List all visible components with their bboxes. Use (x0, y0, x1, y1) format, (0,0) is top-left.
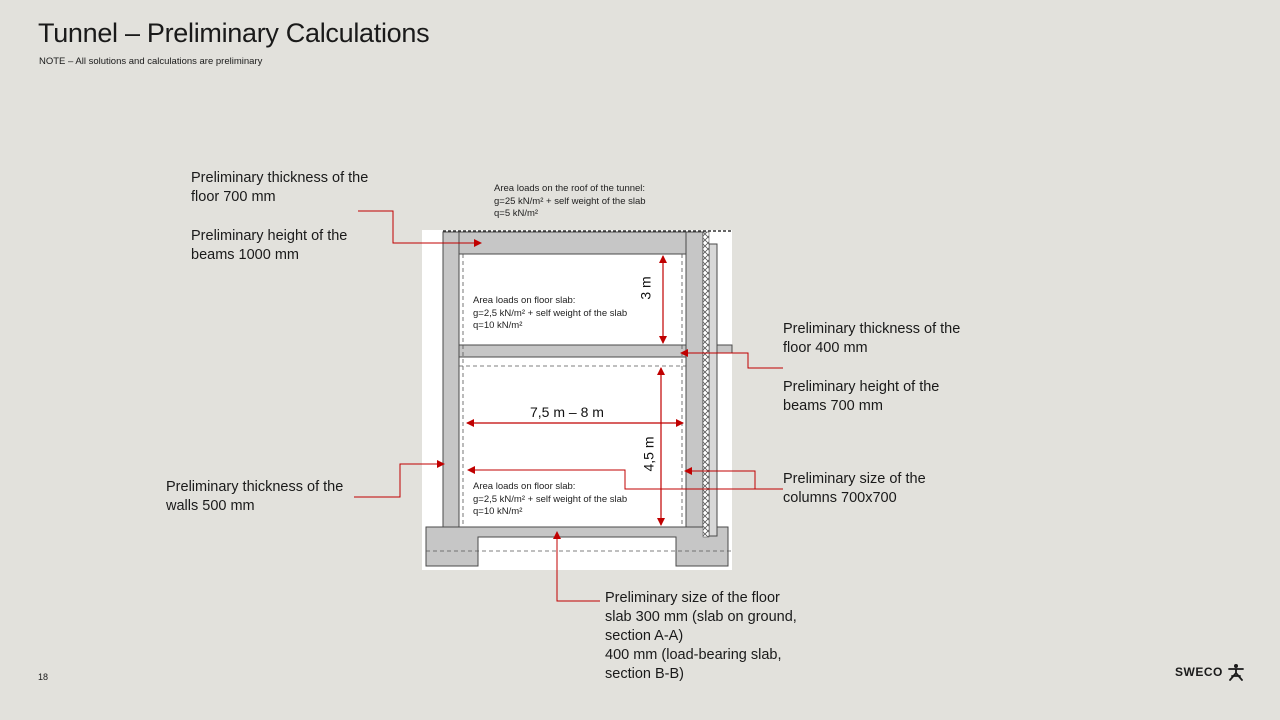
lower-floor-load-g: g=2,5 kN/m² + self weight of the slab (473, 493, 628, 505)
callout-mid-floor-thickness: Preliminary thickness of the floor 400 m… (783, 321, 961, 356)
leader-columns-right (684, 467, 783, 490)
upper-floor-load-heading: Area loads on floor slab: (473, 295, 576, 306)
page-number: 18 (38, 672, 49, 682)
left-wall (442, 231, 460, 538)
page-subtitle: NOTE – All solutions and calculations ar… (39, 56, 263, 67)
callout-roof-floor-thickness: Preliminary thickness of the floor 700 m… (191, 170, 369, 205)
diagram-background (422, 230, 732, 570)
sweco-figure-icon (1227, 664, 1244, 681)
dimension-label-3m: 3 m (637, 276, 654, 300)
concrete-structure (425, 231, 733, 567)
leader-walls (354, 460, 445, 498)
logo-text: SWECO (1175, 665, 1223, 679)
callout-walls-thickness: Preliminary thickness of the walls 500 m… (166, 479, 344, 514)
roof-slab (442, 231, 704, 255)
callout-mid-beams-height: Preliminary height of the beams 700 mm (783, 379, 940, 414)
bottom-slab (425, 526, 729, 567)
waterproof-membrane (702, 231, 710, 538)
leader-mid-floor (680, 349, 783, 369)
lower-floor-load-heading: Area loads on floor slab: (473, 481, 576, 492)
upper-floor-load-g: g=2,5 kN/m² + self weight of the slab (473, 307, 628, 319)
leader-roof-slab (358, 210, 482, 247)
dimension-label-4-5m: 4,5 m (640, 436, 657, 472)
callout-columns-size: Preliminary size of the columns 700x700 (783, 471, 926, 506)
roof-load-g: g=25 kN/m² + self weight of the slab (494, 195, 646, 207)
lower-floor-load-q: q=10 kN/m² (473, 506, 523, 517)
leader-columns-left (467, 466, 755, 490)
roof-load-q: q=5 kN/m² (494, 208, 539, 219)
roof-load-note: Area loads on the roof of the tunnel: g=… (494, 183, 646, 221)
callout-roof-beams-height: Preliminary height of the beams 1000 mm (191, 228, 348, 263)
page-title: Tunnel – Preliminary Calculations (38, 18, 430, 48)
leader-floor-slab (553, 531, 600, 602)
upper-floor-load-note: Area loads on floor slab: g=2,5 kN/m² + … (473, 295, 627, 333)
callout-floor-slab: Preliminary size of the floor slab 300 m… (605, 589, 800, 684)
dimension-label-width: 7,5 m – 8 m (530, 404, 604, 420)
floor-slab-line2: 400 mm (load-bearing slab, section B-B) (605, 647, 782, 682)
roof-load-heading: Area loads on the roof of the tunnel: (494, 183, 646, 194)
lower-floor-load-note: Area loads on floor slab: g=2,5 kN/m² + … (473, 481, 627, 519)
floor-slab-line1: Preliminary size of the floor slab 300 m… (605, 590, 797, 644)
sweco-logo: SWECO (1175, 663, 1245, 681)
middle-floor-slab (458, 344, 687, 358)
upper-floor-load-q: q=10 kN/m² (473, 320, 523, 331)
right-outer-slab (716, 344, 733, 354)
right-wall (685, 231, 704, 538)
right-outer-strip (708, 243, 718, 537)
